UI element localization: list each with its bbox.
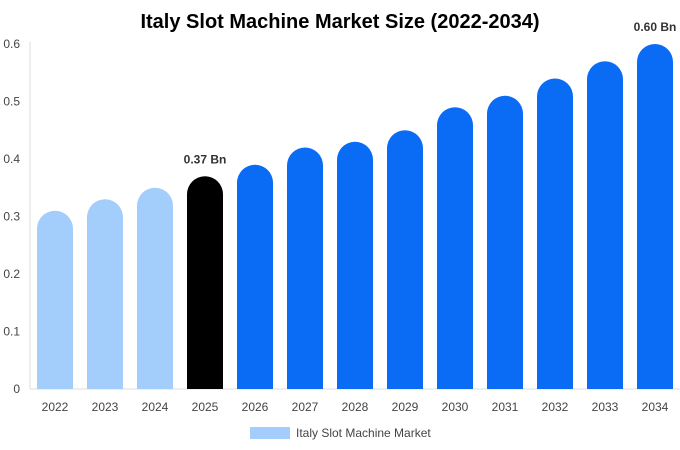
legend[interactable]: Italy Slot Machine Market: [250, 426, 431, 440]
y-tick-label: 0.6: [3, 37, 20, 51]
bar-2031[interactable]: [487, 95, 523, 389]
bar-2027[interactable]: [287, 147, 323, 390]
x-tick-label: 2025: [192, 400, 219, 414]
y-tick-label: 0.4: [3, 152, 20, 166]
legend-label: Italy Slot Machine Market: [296, 426, 431, 440]
bar-2034[interactable]: [637, 44, 673, 389]
legend-swatch: [250, 427, 290, 439]
x-tick-label: 2032: [542, 400, 569, 414]
bar-2023[interactable]: [87, 199, 123, 389]
x-tick-label: 2034: [642, 400, 669, 414]
bar-2026[interactable]: [237, 164, 273, 389]
data-label: 0.60 Bn: [634, 20, 677, 34]
x-tick-label: 2031: [492, 400, 519, 414]
bar-2030[interactable]: [437, 107, 473, 389]
y-tick-label: 0: [13, 382, 20, 396]
y-tick-label: 0.5: [3, 95, 20, 109]
x-tick-label: 2027: [292, 400, 319, 414]
bars: [37, 44, 673, 390]
x-tick-label: 2028: [342, 400, 369, 414]
x-tick-label: 2026: [242, 400, 269, 414]
bar-2028[interactable]: [337, 141, 373, 389]
x-tick-label: 2022: [42, 400, 69, 414]
chart-title: Italy Slot Machine Market Size (2022-203…: [140, 11, 539, 33]
bar-2029[interactable]: [387, 130, 423, 390]
axes: 0 0.1 0.2 0.3 0.4 0.5 0.6 2022 2023 2024 2025 2026 2…: [3, 37, 680, 414]
y-tick-label: 0.2: [3, 267, 20, 281]
x-tick-label: 2023: [92, 400, 119, 414]
x-tick-label: 2030: [442, 400, 469, 414]
bar-2022[interactable]: [37, 210, 73, 389]
x-tick-label: 2029: [392, 400, 419, 414]
bar-2024[interactable]: [137, 187, 173, 389]
y-tick-label: 0.1: [3, 325, 20, 339]
y-tick-label: 0.3: [3, 210, 20, 224]
data-label: 0.37 Bn: [184, 152, 227, 166]
x-tick-label: 2024: [142, 400, 169, 414]
bar-2033[interactable]: [587, 61, 623, 389]
x-tick-label: 2033: [592, 400, 619, 414]
data-labels: 0.37 Bn 0.60 Bn: [184, 20, 677, 166]
bar-2032[interactable]: [537, 78, 573, 390]
bar-2025[interactable]: [187, 176, 223, 389]
